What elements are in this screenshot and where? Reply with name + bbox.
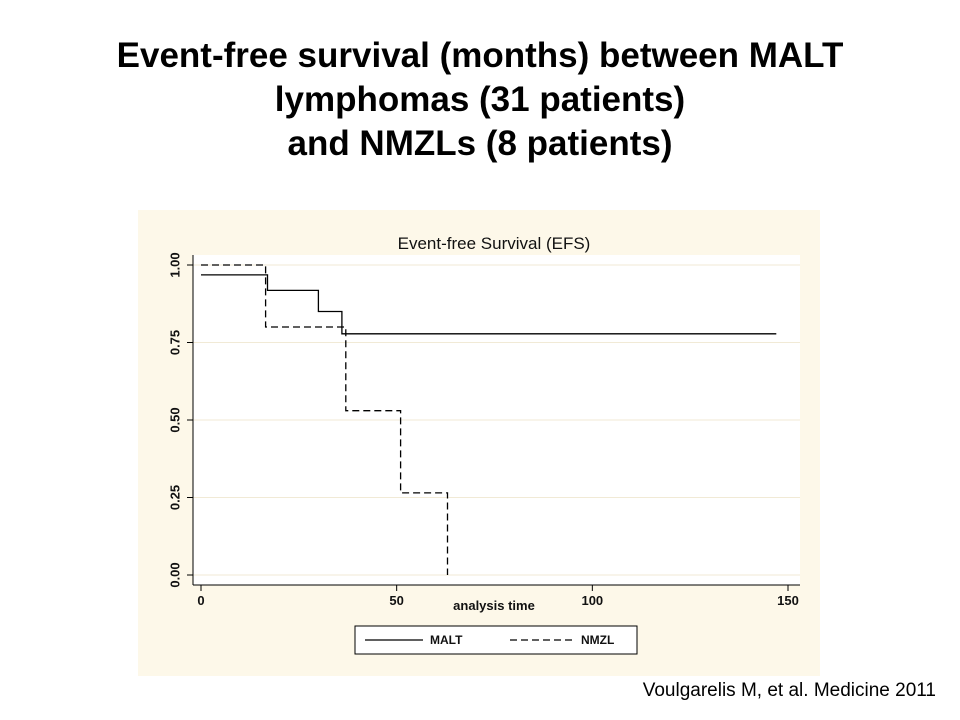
- chart-title: Event-free Survival (EFS): [398, 234, 591, 253]
- y-tick-label-4: 1.00: [167, 252, 182, 277]
- legend-label-malt: MALT: [430, 633, 463, 647]
- slide-title-line-3: and NMZLs (8 patients): [287, 124, 673, 163]
- x-tick-label-1: 50: [389, 593, 403, 608]
- series-line-malt: [201, 274, 777, 335]
- legend-label-nmzl: NMZL: [581, 633, 614, 647]
- legend: MALT NMZL: [354, 625, 638, 655]
- x-tick-label-3: 150: [777, 593, 799, 608]
- slide-title-line-1: Event-free survival (months) between MAL…: [116, 36, 844, 75]
- y-tick-label-1: 0.25: [167, 485, 182, 510]
- chart-panel: Event-free Survival (EFS) analysis time …: [138, 210, 820, 676]
- slide-title: Event-free survival (months) between MAL…: [0, 34, 960, 166]
- citation: Voulgarelis M, et al. Medicine 2011: [642, 680, 936, 701]
- x-axis-label: analysis time: [453, 598, 535, 613]
- slide-title-line-2: lymphomas (31 patients): [274, 80, 686, 119]
- y-tick-label-3: 0.75: [167, 330, 182, 355]
- series-layer: [201, 264, 777, 575]
- efs-chart: Event-free Survival (EFS) analysis time …: [138, 210, 820, 676]
- x-tick-label-2: 100: [581, 593, 603, 608]
- axes: 0.00 0.25 0.50 0.75 1.00 0 50 100 150: [167, 252, 800, 608]
- y-tick-label-0: 0.00: [167, 562, 182, 587]
- series-line-nmzl: [201, 264, 449, 575]
- gridlines: [193, 264, 800, 576]
- y-tick-label-2: 0.50: [167, 407, 182, 432]
- x-tick-label-0: 0: [197, 593, 204, 608]
